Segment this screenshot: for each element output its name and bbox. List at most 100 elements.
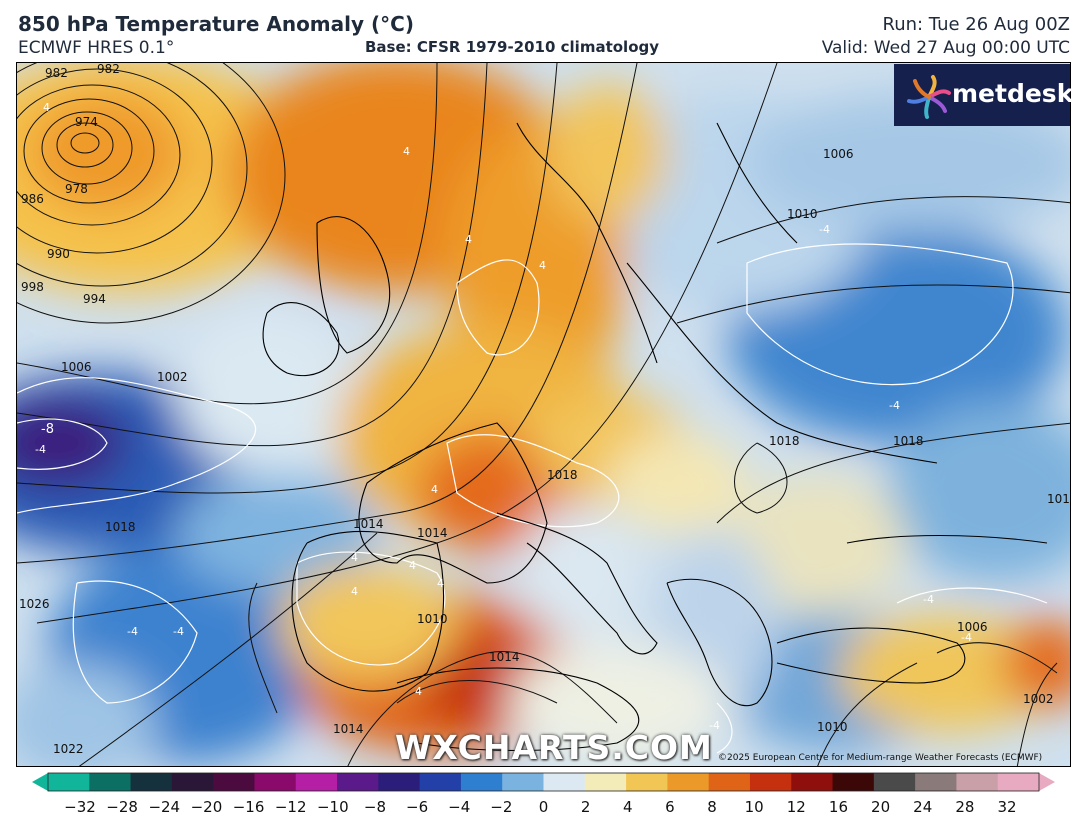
anomaly-label: 4 [539, 259, 546, 272]
colorbar-tick-label: 6 [665, 798, 675, 816]
isobar-label: 1002 [157, 370, 188, 384]
isobar-label: 1010 [817, 720, 848, 734]
isobar-label: 1018 [105, 520, 136, 534]
anomaly-label: -4 [127, 625, 138, 638]
run-time: Run: Tue 26 Aug 00Z [882, 14, 1071, 35]
climatology-base: Base: CFSR 1979-2010 climatology [365, 38, 660, 56]
isobar-label: 1022 [53, 742, 84, 756]
isobar-label: 1026 [19, 597, 50, 611]
colorbar-tick-label: 0 [538, 798, 549, 816]
colorbar-min-arrow [32, 773, 48, 791]
isobar-label: 1018 [769, 434, 800, 448]
colorbar-segment [873, 773, 916, 791]
isobar-label: 1014 [417, 526, 448, 540]
colorbar-tick-label: 28 [955, 798, 975, 816]
colorbar-segment [543, 773, 586, 791]
isobar-label: 1010 [417, 612, 448, 626]
colorbar-frame [47, 772, 1040, 792]
logo-text: metdesk [952, 79, 1074, 108]
colorbar-tick-label: 32 [997, 798, 1017, 816]
isobar-label: 982 [97, 63, 120, 76]
colorbar-tick-label: −28 [106, 798, 138, 816]
model-name: ECMWF HRES 0.1° [18, 38, 175, 58]
colorbar-segment [584, 773, 627, 791]
isobar-label: 1014 [333, 722, 364, 736]
colorbar-tick-label: 20 [871, 798, 891, 816]
isobar-label: 982 [45, 66, 68, 80]
colorbar [32, 772, 1055, 792]
isobar-label: 994 [83, 292, 106, 306]
anomaly-field [17, 63, 1070, 766]
anomaly-label: 4 [465, 233, 472, 246]
colorbar-tick-label: −32 [64, 798, 96, 816]
isobar-label: 1014 [353, 517, 384, 531]
colorbar-tick-label: 4 [622, 798, 633, 816]
colorbar-segment [337, 773, 379, 791]
colorbar-tick-label: −20 [190, 798, 223, 816]
isobar-label: 1002 [1023, 692, 1054, 706]
chart-title: 850 hPa Temperature Anomaly (°C) [18, 12, 414, 36]
isobar-label: 1018 [1047, 492, 1071, 506]
copyright-notice: ©2025 European Centre for Medium-range W… [718, 753, 1043, 763]
anomaly-label: -4 [889, 399, 900, 412]
anomaly-label: 4 [437, 577, 444, 590]
colorbar-segment [791, 773, 834, 791]
colorbar-segment [502, 773, 544, 791]
anomaly-map[interactable]: 982 982 974 978 986 990 994 998 1002 100… [16, 62, 1071, 767]
anomaly-label: 4 [431, 483, 438, 496]
isobar-label: 1018 [893, 434, 924, 448]
colorbar-segment [213, 773, 255, 791]
colorbar-segment [130, 773, 173, 791]
anomaly-label: 4 [43, 101, 50, 114]
colorbar-tick-label: −24 [148, 798, 181, 816]
colorbar-tick-label: −2 [490, 798, 513, 816]
isobar-contours [17, 63, 1070, 766]
colorbar-segments [48, 773, 1040, 791]
colorbar-tick-label: 10 [744, 798, 764, 816]
colorbar-segment [708, 773, 751, 791]
isobar-labels: 982 982 974 978 986 990 994 998 1002 100… [19, 63, 1071, 756]
colorbar-segment [667, 773, 710, 791]
colorbar-tick-label: 16 [828, 798, 848, 816]
anomaly-label: -4 [709, 719, 720, 732]
anomaly-label: 4 [415, 685, 422, 698]
isobar-label: 1014 [489, 650, 520, 664]
isobar-label: 998 [21, 280, 44, 294]
isobar-label: 1006 [61, 360, 92, 374]
colorbar-max-arrow [1039, 773, 1055, 791]
isobar-label: 1018 [547, 468, 578, 482]
isobar-label: 1010 [787, 207, 818, 221]
colorbar-tick-label: −8 [363, 798, 387, 816]
anomaly-label: 4 [351, 551, 358, 564]
anomaly-label: -4 [173, 625, 184, 638]
isobar-label: 974 [75, 115, 98, 129]
metdesk-logo: metdesk [894, 64, 1074, 126]
colorbar-tick-label: −16 [232, 798, 265, 816]
colorbar-tick-label: −4 [448, 798, 471, 816]
colorbar-segment [254, 773, 297, 791]
colorbar-segment [626, 773, 668, 791]
watermark: WXCHARTS.COM [395, 728, 713, 767]
anomaly-label: -4 [961, 631, 972, 644]
isobar-label: 1006 [957, 620, 988, 634]
colorbar-tick-label: 24 [913, 798, 933, 816]
colorbar-segment [378, 773, 421, 791]
map-canvas: 982 982 974 978 986 990 994 998 1002 100… [17, 63, 1071, 766]
colorbar-tick-label: 8 [707, 798, 717, 816]
colorbar-segment [915, 773, 957, 791]
colorbar-segment [295, 773, 338, 791]
coastlines [262, 122, 1048, 752]
isobar-label: 986 [21, 192, 44, 206]
colorbar-tick-label: −10 [316, 798, 349, 816]
anomaly-label: -4 [819, 223, 830, 236]
isobar-label: 1006 [823, 147, 854, 161]
colorbar-segment [48, 773, 90, 791]
isobar-label: 990 [47, 247, 70, 261]
anomaly-labels: 4 4 4 4 4 4 4 4 4 4 -4 -4 -4 -4 -4 -4 -4… [35, 101, 972, 732]
anomaly-label: -4 [923, 593, 934, 606]
anomaly-label: -8 [41, 422, 54, 437]
colorbar-tick-label: −12 [274, 798, 307, 816]
colorbar-segment [171, 773, 214, 791]
colorbar-tick-label: −6 [406, 798, 429, 816]
colorbar-tick-label: 12 [786, 798, 806, 816]
